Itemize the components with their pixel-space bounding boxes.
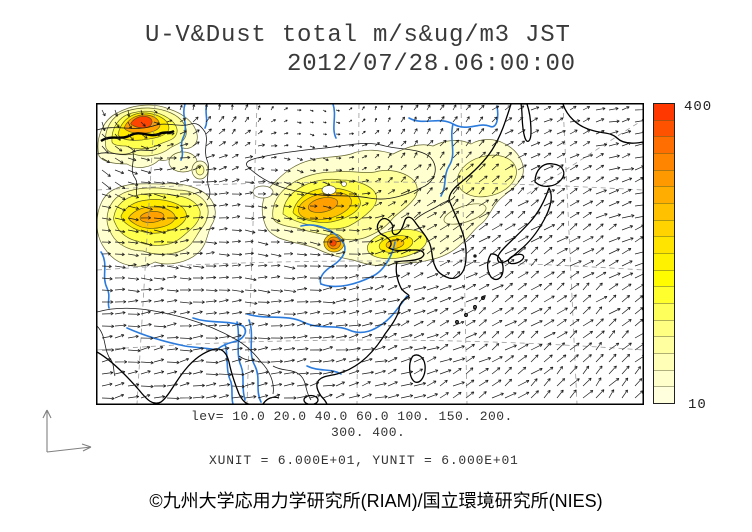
colorbar-segment (654, 219, 674, 237)
figure-title: U-V&Dust total m/s&ug/m3 JST (145, 22, 571, 49)
copyright-line: ©九州大学応用力学研究所(RIAM)/国立環境研究所(NIES) (149, 491, 603, 511)
contour-levels-line-2: 300. 400. (331, 425, 406, 440)
vector-scale-icon (42, 409, 92, 453)
colorbar-max-label: 400 (684, 99, 713, 115)
borders-layer (97, 123, 456, 401)
colorbar-segment (654, 136, 674, 154)
colorbar-segment (654, 203, 674, 220)
colorbar-segment (654, 336, 674, 354)
dust-shading-layer (97, 104, 524, 267)
colorbar-segment (654, 253, 674, 270)
figure-timestamp: 2012/07/28.06:00:00 (287, 51, 576, 78)
colorbar-segment (654, 353, 674, 370)
contour-levels-line-1: lev= 10.0 20.0 40.0 60.0 100. 150. 200. (191, 409, 513, 424)
colorbar-segment (654, 269, 674, 287)
colorbar-segment (654, 169, 674, 187)
map-canvas (97, 104, 643, 404)
colorbar-segment (654, 369, 674, 387)
map-panel (96, 103, 644, 405)
colorbar-min-label: 10 (688, 397, 707, 413)
coastlines-layer (97, 104, 643, 404)
colorbar-segment (654, 119, 674, 137)
colorbar-segment (654, 386, 674, 404)
colorbar-segment (654, 186, 674, 204)
colorbar-segment (654, 104, 674, 120)
graticule-layer (97, 104, 643, 404)
colorbar-segment (654, 319, 674, 337)
colorbar-segment (654, 286, 674, 304)
colorbar-segment (654, 236, 674, 254)
colorbar-segment (654, 153, 674, 170)
wind-arrows-layer (101, 104, 643, 401)
vector-units-label: XUNIT = 6.000E+01, YUNIT = 6.000E+01 (209, 453, 519, 468)
colorbar (653, 103, 675, 404)
colorbar-segment (654, 303, 674, 320)
